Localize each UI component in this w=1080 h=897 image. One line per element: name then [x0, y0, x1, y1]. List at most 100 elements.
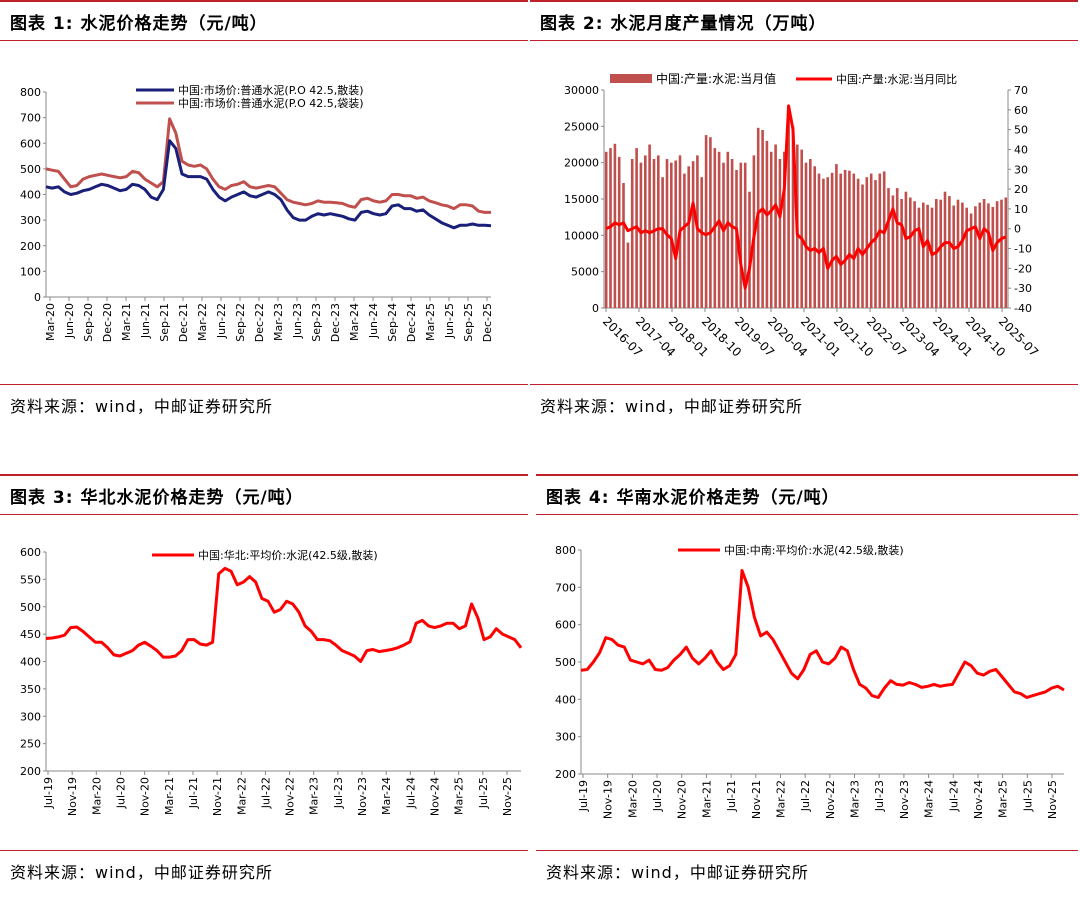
chart-1-xtick-label: Jun-21 [139, 303, 152, 339]
chart-1-xtick-label: Sep-21 [158, 303, 171, 342]
chart-1-xtick-label: Dec-23 [329, 303, 342, 342]
chart-2-bar [613, 143, 617, 308]
chart-4-xtick-label: Mar-23 [849, 780, 862, 818]
chart-3-xtick-label: Nov-23 [356, 777, 369, 816]
chart-2-bar [878, 173, 882, 308]
chart-2-bar [648, 144, 651, 308]
chart-1-left-ytick: 400 [20, 189, 41, 202]
panel-3-source: 资料来源：wind，中邮证券研究所 [10, 863, 273, 882]
chart-2-bar [778, 159, 782, 308]
chart-2-bar [865, 177, 869, 308]
chart-2-bar [956, 199, 960, 308]
chart-3-xtick-label: Jul-22 [259, 777, 272, 809]
chart-2-bar [696, 155, 699, 308]
chart-4-xtick-label: Mar-21 [700, 780, 713, 818]
panel-2-source-bar: 资料来源：wind，中邮证券研究所 [530, 384, 1078, 421]
chart-2-bar [761, 130, 764, 308]
chart-1-xtick-label: Mar-25 [424, 303, 437, 341]
chart-3-xtick-label: Nov-21 [211, 777, 224, 816]
chart-2-series-yoy-line [605, 104, 1007, 290]
panel-1-source-bar: 资料来源：wind，中邮证券研究所 [0, 384, 528, 421]
panel-4-title: 图表 4: 华南水泥价格走势（元/吨） [546, 488, 840, 508]
chart-2-right-ytick: 10 [1014, 203, 1028, 216]
chart-4-left-ytick: 500 [555, 656, 576, 669]
chart-3-series-line [45, 566, 523, 663]
chart-3-left-ytick: 250 [20, 738, 41, 751]
chart-1-xtick-label: Mar-20 [44, 303, 57, 341]
chart-2-bar [904, 191, 908, 308]
chart-2-bar [861, 184, 864, 308]
chart-2-bar [817, 173, 821, 308]
chart-1-legend-label-1: 中国:市场价:普通水泥(P.O 42.5,袋装) [178, 96, 364, 110]
chart-2-bar [674, 160, 678, 308]
chart-1-left-ytick: 800 [20, 86, 41, 99]
chart-4-xtick-label: Jul-23 [873, 780, 886, 812]
chart-2-bar [704, 135, 708, 308]
panel-1-title: 图表 1: 水泥价格走势（元/吨） [10, 14, 268, 34]
chart-3-xtick-label: Mar-23 [308, 777, 321, 815]
chart-1-xtick-label: Mar-23 [272, 303, 285, 341]
chart-2-bar [856, 178, 860, 308]
chart-3-xtick-label: Mar-21 [163, 777, 176, 815]
chart-2-bar [822, 178, 825, 308]
chart-2-bar [652, 159, 656, 308]
panel-3-source-bar: 资料来源：wind，中邮证券研究所 [0, 850, 528, 887]
chart-2-bar [622, 183, 625, 308]
chart-2-bar [939, 199, 943, 308]
chart-2-bar [748, 191, 751, 308]
chart-2-bar [826, 177, 830, 308]
chart-2-bar [974, 206, 977, 308]
chart-4-xtick-label: Nov-20 [676, 780, 689, 819]
chart-2-left-ytick: 5000 [571, 266, 599, 279]
chart-2-bar [800, 149, 804, 308]
chart-1-xtick-label: Jun-25 [443, 303, 456, 339]
chart-3-left-ytick: 500 [20, 601, 41, 614]
chart-4-left-ytick: 700 [555, 581, 576, 594]
chart-1-series-1-line [45, 117, 491, 214]
chart-3-xtick-label: Mar-20 [90, 777, 103, 815]
chart-3-left-ytick: 300 [20, 710, 41, 723]
panel-4: 图表 4: 华南水泥价格走势（元/吨） 200 300 400 500 600 700 80… [536, 474, 1078, 897]
chart-2-bar [930, 207, 934, 308]
chart-1-xtick-label: Mar-21 [120, 303, 133, 341]
chart-2-bar [882, 171, 886, 308]
chart-2-right-ytick: 40 [1014, 143, 1028, 156]
chart-1-xtick-label: Mar-24 [348, 303, 361, 341]
chart-2-bar [683, 173, 686, 308]
chart-2: 0 5000 10000 15000 20000 25000 30000 -40 -30 -20 -… [564, 71, 1041, 360]
panel-2: 图表 2: 水泥月度产量情况（万吨） 0 5000 10000 15000 20000 2… [530, 0, 1078, 426]
chart-2-bar [913, 201, 916, 308]
chart-2-bar [639, 162, 643, 308]
chart-4-xtick-label: Jul-20 [651, 780, 664, 812]
chart-2-bar [604, 151, 608, 308]
chart-2-bar [657, 155, 660, 308]
chart-1-left-ytick: 500 [20, 163, 41, 176]
chart-2-bar [709, 137, 712, 308]
chart-2-bar [922, 202, 925, 308]
chart-4-xtick-label: Jul-21 [725, 780, 738, 812]
chart-1: 0 100 200 300 400 500 600 700 800 Mar-20 Jun-20 Sep… [20, 83, 494, 342]
chart-2-bar [982, 199, 986, 308]
chart-2-legend-swatch-0 [610, 74, 652, 83]
chart-2-bar [917, 207, 921, 308]
chart-3-left-ytick: 400 [20, 656, 41, 669]
panel-4-source: 资料来源：wind，中邮证券研究所 [546, 863, 809, 882]
panel-3-title-bar: 图表 3: 华北水泥价格走势（元/吨） [0, 474, 528, 515]
chart-2-right-ytick: 50 [1014, 124, 1028, 137]
chart-2-right-ytick: -20 [1014, 262, 1032, 275]
chart-1-series-0-line [45, 139, 492, 230]
chart-2-bar [991, 207, 995, 308]
chart-3-xtick-label: Mar-22 [235, 777, 248, 815]
chart-2-bar [787, 115, 790, 309]
chart-2-legend-label-0: 中国:产量:水泥:当月值 [656, 71, 776, 86]
chart-2-bar [1000, 199, 1003, 308]
chart-2-right-ytick: 70 [1014, 84, 1028, 97]
panel-1-title-bar: 图表 1: 水泥价格走势（元/吨） [0, 0, 528, 41]
chart-2-bar [900, 199, 903, 308]
chart-1-legend-label-0: 中国:市场价:普通水泥(P.O 42.5,散装) [178, 83, 364, 97]
chart-2-bar [626, 242, 630, 308]
chart-3-xtick-label: Jul-25 [477, 777, 490, 809]
chart-3-xtick-label: Nov-20 [139, 777, 152, 816]
panel-1: 图表 1: 水泥价格走势（元/吨） 0 100 200 300 400 500 600 700… [0, 0, 528, 426]
chart-3-left-ytick: 550 [20, 573, 41, 586]
